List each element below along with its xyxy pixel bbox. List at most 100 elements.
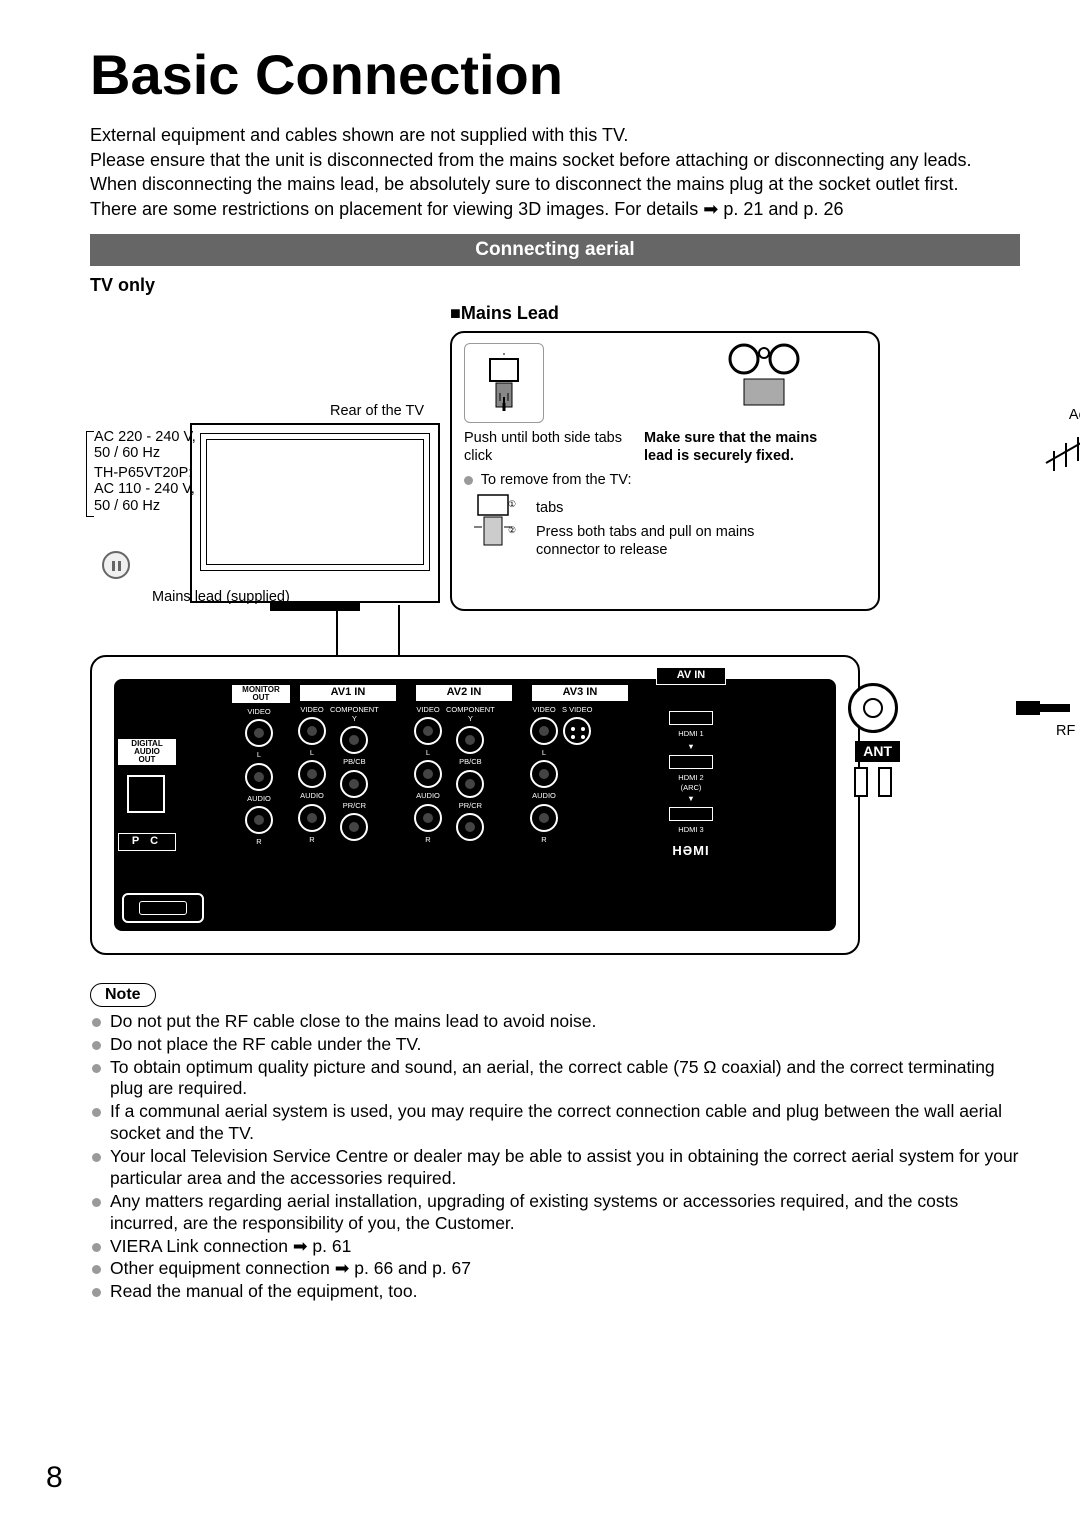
intro-p2: Please ensure that the unit is disconnec…: [90, 149, 1020, 172]
label-hdmi2: HDMI 2 (ARC): [652, 773, 730, 792]
jack-icon: [456, 770, 484, 798]
jack-label-prcr: PR/CR: [330, 801, 379, 810]
label-ant: ANT: [855, 741, 900, 763]
label-push-tabs: Push until both side tabs click: [464, 429, 634, 465]
ant-prongs-icon: [850, 767, 896, 797]
jack-label-video: VIDEO: [298, 705, 326, 714]
jack-label-r: R: [232, 837, 286, 846]
jack-label-r: R: [530, 835, 558, 844]
jack-label-component: COMPONENT: [330, 705, 379, 714]
jack-label-prcr: PR/CR: [446, 801, 495, 810]
port-av3: AV3 IN: [532, 685, 628, 701]
subhead-mains-lead: ■Mains Lead: [450, 302, 1020, 325]
label-rf-cable: RF cable: [1056, 723, 1080, 740]
label-rear-of-tv: Rear of the TV: [330, 403, 424, 420]
label-to-remove: To remove from the TV:: [481, 472, 632, 488]
jack-label-svideo: S VIDEO: [562, 705, 592, 714]
hdmi-slot-icon: [669, 711, 713, 725]
intro-p4-ref: p. 21 and p. 26: [723, 199, 843, 219]
aerial-icon: [1036, 413, 1080, 473]
callout-line: [336, 605, 338, 655]
note-item: VIERA Link connection ➡ p. 61: [90, 1236, 1020, 1258]
note-pill: Note: [90, 983, 156, 1007]
jack-label-y: Y: [330, 714, 379, 723]
jack-icon: [414, 760, 442, 788]
label-hdmi1: HDMI 1: [652, 729, 730, 738]
jack-label-audio: AUDIO: [232, 794, 286, 803]
jack-icon: [456, 813, 484, 841]
port-av1: AV1 IN: [300, 685, 396, 701]
svg-text:①: ①: [508, 499, 516, 509]
jack-icon: [245, 806, 273, 834]
jack-icon: [456, 726, 484, 754]
note-item: If a communal aerial system is used, you…: [90, 1101, 1020, 1145]
note-item: Do not put the RF cable close to the mai…: [90, 1011, 1020, 1033]
subhead-tv-only: TV only: [90, 274, 1020, 297]
jack-label-audio: AUDIO: [414, 791, 442, 800]
page-number: 8: [46, 1459, 63, 1497]
mains-plug-icon: [102, 551, 130, 579]
svideo-port-icon: [563, 717, 591, 745]
remove-illustration: ①②: [464, 491, 526, 559]
jack-label-video: VIDEO: [232, 707, 286, 716]
port-monitor-out: MONITOR OUT: [232, 685, 290, 703]
jack-label-video: VIDEO: [530, 705, 558, 714]
jack-icon: [530, 804, 558, 832]
jack-icon: [298, 760, 326, 788]
note-item: Do not place the RF cable under the TV.: [90, 1034, 1020, 1056]
jack-label-l: L: [298, 748, 326, 757]
intro-p4-prefix: There are some restrictions on placement…: [90, 199, 703, 219]
jack-label-r: R: [298, 835, 326, 844]
jack-icon: [298, 717, 326, 745]
rear-panel: DIGITAL AUDIO OUT P C MONITOR OUT VIDEO …: [90, 655, 860, 955]
label-make-sure: Make sure that the mains lead is securel…: [644, 429, 844, 465]
label-hdmi3: HDMI 3: [652, 825, 730, 834]
port-pc: P C: [118, 833, 176, 851]
jack-label-r: R: [414, 835, 442, 844]
mains-lead-callout: Push until both side tabs click Make sur…: [450, 331, 880, 611]
vga-port-icon: [122, 893, 204, 923]
jack-icon: [298, 804, 326, 832]
jack-icon: [414, 717, 442, 745]
callout-line: [398, 605, 400, 655]
note-item: Any matters regarding aerial installatio…: [90, 1191, 1020, 1235]
jack-label-component: COMPONENT: [446, 705, 495, 714]
jack-label-pbcb: PB/CB: [446, 757, 495, 766]
note-item: Your local Television Service Centre or …: [90, 1146, 1020, 1190]
jack-icon: [530, 717, 558, 745]
jack-label-y: Y: [446, 714, 495, 723]
jack-icon: [340, 770, 368, 798]
jack-label-pbcb: PB/CB: [330, 757, 379, 766]
hdmi-slot-icon: [669, 755, 713, 769]
small-tv-rear-icon: [722, 339, 806, 409]
jack-icon: [530, 760, 558, 788]
ant-jack-icon: [848, 683, 898, 733]
jack-icon: [245, 719, 273, 747]
label-ac-spec-2: TH-P65VT20P: AC 110 - 240 V, 50 / 60 Hz: [94, 465, 195, 515]
jack-icon: [245, 763, 273, 791]
label-tabs: tabs: [536, 499, 816, 517]
jack-icon: [340, 726, 368, 754]
port-av2: AV2 IN: [416, 685, 512, 701]
note-item: To obtain optimum quality picture and so…: [90, 1057, 1020, 1101]
port-digital-audio-out: DIGITAL AUDIO OUT: [118, 739, 176, 765]
hdmi-slot-icon: [669, 807, 713, 821]
note-item: Other equipment connection ➡ p. 66 and p…: [90, 1258, 1020, 1280]
jack-label-audio: AUDIO: [530, 791, 558, 800]
page-title: Basic Connection: [90, 40, 1020, 110]
section-bar-connecting-aerial: Connecting aerial: [90, 234, 1020, 266]
mains-insert-illustration: [464, 343, 544, 423]
intro-p1: External equipment and cables shown are …: [90, 124, 1020, 147]
label-ac-spec-1: AC 220 - 240 V, 50 / 60 Hz: [94, 429, 196, 462]
notes-list: Do not put the RF cable close to the mai…: [90, 1011, 1020, 1303]
intro-block: External equipment and cables shown are …: [90, 124, 1020, 220]
intro-p3: When disconnecting the mains lead, be ab…: [90, 173, 1020, 196]
jack-label-l: L: [414, 748, 442, 757]
spec-bracket: [86, 431, 94, 517]
label-press-both: Press both tabs and pull on mains connec…: [536, 523, 816, 559]
hdmi-logo: HƏMI: [652, 843, 730, 859]
jack-label-l: L: [232, 750, 286, 759]
jack-icon: [340, 813, 368, 841]
jack-icon: [414, 804, 442, 832]
rf-plug-icon: [1016, 699, 1070, 717]
